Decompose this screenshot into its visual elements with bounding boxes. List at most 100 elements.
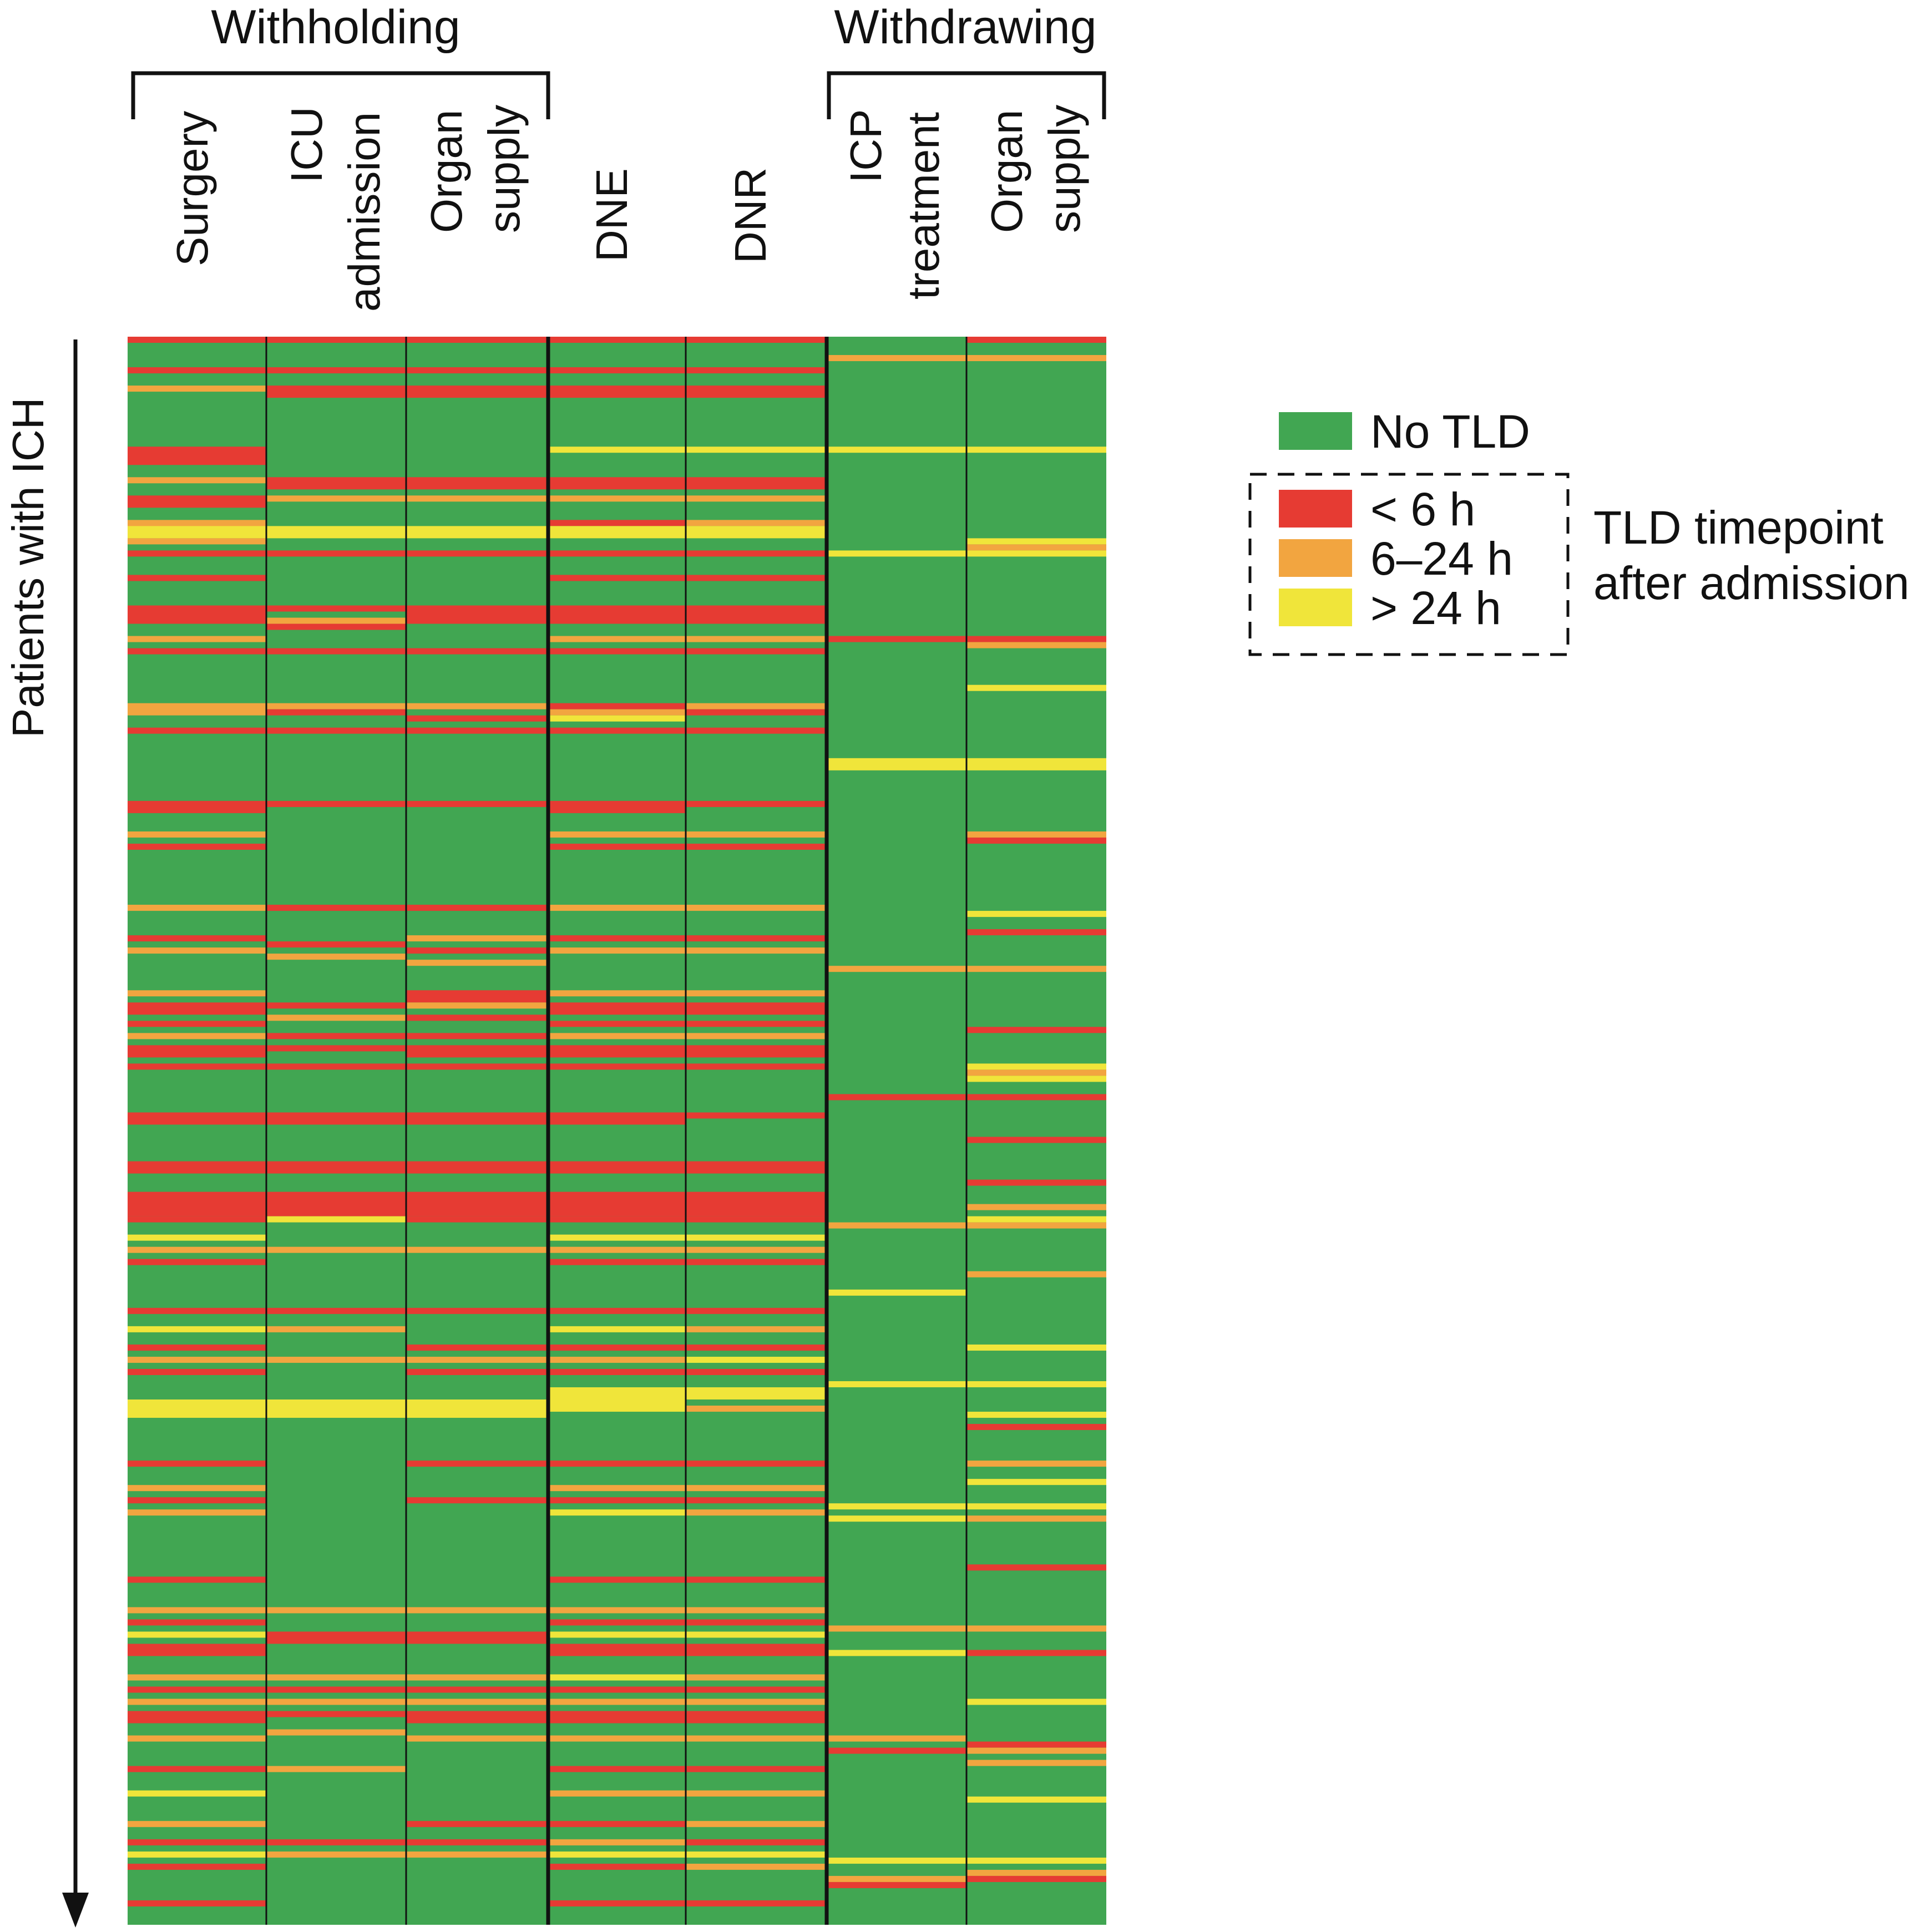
heatmap-cell	[128, 447, 266, 465]
heatmap-cell	[406, 1674, 548, 1681]
heatmap-cell	[128, 1063, 266, 1070]
heatmap-cell	[548, 1356, 686, 1363]
heatmap-cell	[686, 636, 827, 642]
heatmap-cell	[548, 1112, 686, 1125]
heatmap-cell	[548, 1686, 686, 1693]
heatmap-cell	[686, 947, 827, 954]
heatmap-cell	[827, 1650, 966, 1656]
heatmap-cell	[266, 386, 406, 398]
heatmap-cell	[686, 386, 827, 398]
heatmap-cell	[266, 1839, 406, 1845]
heatmap-cell	[406, 1607, 548, 1614]
heatmap-cell	[686, 1766, 827, 1772]
heatmap-cell	[128, 1863, 266, 1870]
column-background-wh_surgery	[128, 337, 266, 1925]
heatmap-cell	[266, 648, 406, 655]
heatmap-cell	[966, 1741, 1106, 1748]
heatmap-cell	[686, 1002, 827, 1015]
heatmap-cell	[686, 495, 827, 502]
heatmap-cell	[128, 1766, 266, 1772]
heatmap-cell	[966, 1503, 1106, 1510]
heatmap-cell	[406, 1307, 548, 1314]
heatmap-cell	[827, 1625, 966, 1632]
heatmap-cell	[966, 544, 1106, 551]
heatmap-cell	[128, 1686, 266, 1693]
heatmap-cell	[406, 648, 548, 655]
heatmap-cell	[966, 1747, 1106, 1754]
heatmap-cell	[686, 935, 827, 942]
column-label-dnr: DNR	[726, 168, 775, 263]
heatmap-cell	[686, 1045, 827, 1058]
heatmap-cell	[686, 1406, 827, 1412]
heatmap-cell	[266, 1674, 406, 1681]
heatmap-cell	[406, 1216, 548, 1223]
heatmap-cell	[686, 1021, 827, 1027]
heatmap-cell	[406, 477, 548, 490]
heatmap-cell	[966, 1076, 1106, 1082]
heatmap-cell	[128, 575, 266, 581]
heatmap-cell	[266, 1631, 406, 1644]
heatmap-cell	[548, 1033, 686, 1039]
legend-label-lt-6h: < 6 h	[1370, 483, 1475, 535]
heatmap-cell	[128, 367, 266, 374]
heatmap-cell	[827, 447, 966, 453]
heatmap-cell	[128, 1607, 266, 1614]
heatmap-cell	[406, 1161, 548, 1174]
heatmap-cell	[266, 623, 406, 630]
heatmap-cell	[128, 386, 266, 392]
heatmap-cell	[548, 1900, 686, 1906]
heatmap-cell	[686, 1161, 827, 1174]
heatmap-cell	[406, 1686, 548, 1693]
heatmap-cell	[128, 1234, 266, 1241]
heatmap-cell	[966, 684, 1106, 691]
heatmap-cell	[406, 1112, 548, 1125]
heatmap-cell	[548, 1307, 686, 1314]
heatmap-cell	[686, 1246, 827, 1253]
heatmap-cell	[406, 1821, 548, 1827]
heatmap-cell	[548, 1766, 686, 1772]
heatmap-cell	[406, 386, 548, 398]
heatmap-cell	[966, 1137, 1106, 1143]
heatmap-cell	[266, 709, 406, 716]
heatmap-cell	[406, 526, 548, 539]
group-label-withdrawing: Withdrawing	[834, 1, 1096, 54]
heatmap-cell	[266, 1851, 406, 1858]
heatmap-cell	[966, 1204, 1106, 1210]
heatmap-cell	[548, 550, 686, 557]
heatmap-cell	[406, 990, 548, 1003]
heatmap-cell	[548, 1246, 686, 1253]
heatmap-cell	[406, 1246, 548, 1253]
column-label-icu-admission: ICU admission	[282, 107, 389, 312]
heatmap-cell	[128, 526, 266, 539]
heatmap-cell	[406, 905, 548, 911]
heatmap-cell	[406, 605, 548, 624]
heatmap-cell	[266, 617, 406, 624]
heatmap-cell	[548, 1485, 686, 1492]
heatmap-cell	[406, 727, 548, 734]
heatmap-cell	[128, 1485, 266, 1492]
heatmap-cell	[406, 1002, 548, 1009]
heatmap-cell	[128, 947, 266, 954]
legend-swatch-lt-6h	[1279, 490, 1352, 528]
heatmap-cell	[548, 1576, 686, 1583]
heatmap-cell	[548, 1063, 686, 1070]
heatmap-cell	[966, 1515, 1106, 1522]
heatmap-cell	[128, 831, 266, 838]
heatmap-cell	[966, 758, 1106, 770]
heatmap-cell	[966, 550, 1106, 557]
heatmap-cell	[128, 337, 266, 343]
heatmap-cell	[406, 1015, 548, 1021]
heatmap-cell	[128, 477, 266, 484]
heatmap-cell	[128, 1790, 266, 1797]
legend-swatch-gt-24h	[1279, 589, 1352, 626]
heatmap-cell	[128, 1246, 266, 1253]
heatmap-cell	[966, 1069, 1106, 1076]
heatmap-cells	[128, 337, 1106, 1925]
heatmap-cell	[966, 966, 1106, 972]
heatmap-cell	[266, 1002, 406, 1009]
heatmap-cell	[827, 1875, 966, 1882]
heatmap-cell	[128, 1399, 266, 1418]
heatmap-cell	[406, 1711, 548, 1723]
column-label-organ-supply-withdrawing: Organ supply	[982, 105, 1089, 233]
heatmap-cell	[548, 1821, 686, 1827]
